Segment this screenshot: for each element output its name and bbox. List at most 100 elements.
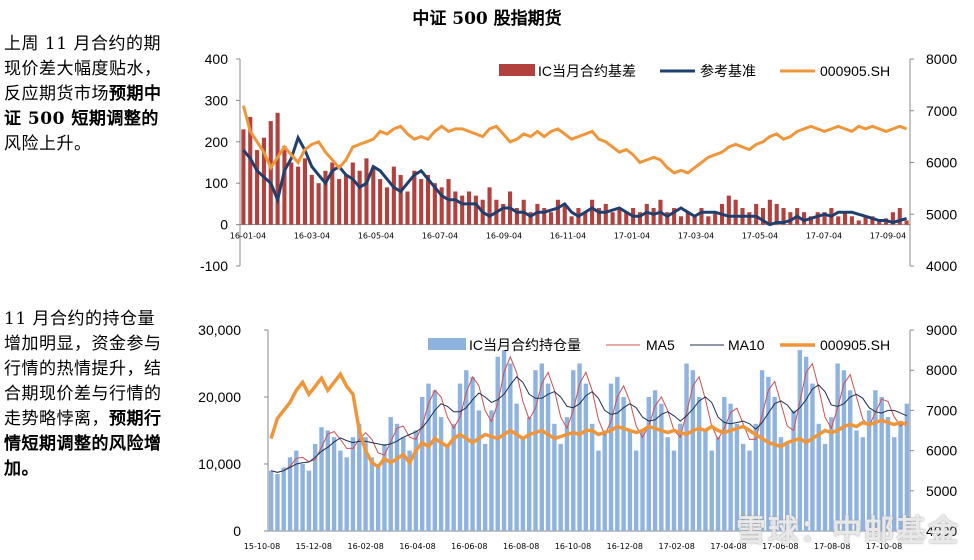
oi-bar [527, 417, 532, 531]
oi-bar [778, 437, 784, 531]
basis-bar [713, 212, 718, 225]
legend-index2-label: 000905.SH [820, 337, 890, 353]
basis-bar [337, 179, 342, 225]
basis-bar [788, 212, 793, 225]
basis-x-tick-label: 16-03-04 [294, 232, 330, 241]
basis-bar [473, 195, 478, 225]
oi-bar [615, 376, 620, 531]
oi-bar [438, 417, 444, 531]
legend-oi-label: IC当月合约持仓量 [469, 337, 581, 353]
basis-bar [357, 170, 362, 225]
basis-x-tick-label: 17-03-04 [678, 232, 714, 241]
basis-reference-line [242, 133, 908, 227]
oi-bar [338, 450, 343, 531]
oi-bar [363, 437, 368, 531]
oi-bar [652, 390, 658, 531]
basis-bar [371, 166, 376, 225]
basis-left-tick-label: 100 [205, 175, 229, 191]
oi-bar [552, 423, 557, 531]
basis-bar [665, 212, 670, 225]
basis-left-tick-label: 200 [205, 134, 229, 150]
watermark: 雪球：中邮基金 [736, 514, 960, 549]
oi-bar [810, 383, 815, 531]
oi-bar [879, 397, 884, 531]
oi-bar [860, 437, 865, 531]
oi-bar [696, 397, 702, 531]
oi-bar [281, 467, 286, 531]
oi-index-line [269, 370, 908, 470]
basis-right-tick-label: 4000 [926, 258, 957, 274]
basis-bar [384, 187, 390, 225]
oi-bar [690, 370, 696, 531]
oi-x-tick-label: 16-12-08 [607, 542, 643, 551]
oi-bar [350, 437, 356, 531]
oi-x-tick-label: 17-02-08 [659, 542, 695, 551]
oi-bar [495, 356, 500, 531]
commentary-basis: 上周 11 月合约的期现价差大幅度贴水，反应期货市场预期中证 500 短期调整的… [4, 32, 164, 157]
basis-bar [289, 162, 294, 225]
oi-bar [464, 370, 469, 531]
oi-bar [564, 417, 570, 531]
oi-bar [275, 474, 280, 531]
oi-bar [287, 457, 293, 531]
basis-bar [733, 199, 738, 225]
oi-bar [722, 397, 727, 531]
basis-bar [801, 212, 807, 225]
basis-bar [398, 174, 403, 225]
oi-right-tick-label: 6000 [926, 443, 957, 459]
oi-bar [426, 383, 431, 531]
basis-bar [487, 187, 492, 225]
basis-bar [610, 212, 615, 225]
basis-bar [535, 203, 540, 225]
basis-bar [685, 212, 690, 225]
basis-bar [760, 208, 766, 225]
oi-bar [476, 410, 482, 531]
commentary-oi-emphasis: 预期行情短期调整的风险增加。 [4, 409, 162, 479]
basis-bar [836, 216, 841, 225]
oi-right-tick-label: 4000 [926, 523, 957, 539]
basis-bar [316, 183, 321, 225]
oi-bar [508, 363, 513, 531]
oi-bar [671, 450, 677, 531]
oi-bar [785, 443, 790, 531]
basis-left-tick-label: 400 [205, 51, 229, 67]
basis-bar [637, 212, 642, 225]
basis-right-tick-label: 7000 [926, 103, 957, 119]
oi-bar [445, 443, 450, 531]
basis-x-tick-label: 16-05-04 [358, 232, 394, 241]
legend-ma5-label: MA5 [646, 337, 675, 353]
oi-bar [407, 450, 412, 531]
oi-bar [678, 423, 683, 531]
oi-bar [835, 363, 840, 531]
oi-x-tick-label: 17-06-08 [762, 542, 798, 551]
basis-bar [350, 162, 355, 225]
basis-bar [549, 212, 554, 225]
basis-bar [624, 212, 629, 225]
basis-index-line [241, 105, 908, 175]
oi-x-tick-label: 15-10-08 [244, 542, 280, 551]
commentary-basis-text: 上周 11 月合约的期现价差大幅度贴水，反应期货市场 [4, 34, 162, 104]
basis-bar [302, 158, 307, 225]
oi-bar [734, 423, 740, 531]
oi-x-tick-label: 17-10-08 [866, 542, 902, 551]
basis-bar [672, 208, 677, 225]
basis-bar [870, 216, 875, 225]
basis-bar [644, 203, 649, 225]
oi-bar [533, 370, 538, 531]
commentary-oi: 11 月合约的持仓量增加明显，资金参与行情的热情提升，结合期现价差与行情的走势略… [4, 307, 164, 482]
oi-bar [306, 470, 312, 531]
basis-x-tick-label: 17-07-04 [806, 232, 842, 241]
oi-bar [394, 423, 400, 531]
basis-bar [890, 212, 895, 225]
basis-bar [528, 212, 533, 225]
basis-bar [706, 216, 711, 225]
oi-bar [816, 423, 821, 531]
basis-bar [432, 183, 437, 225]
legend-reference-label: 参考基准 [700, 63, 756, 79]
oi-bar [545, 383, 551, 531]
basis-left-tick-label: 300 [205, 92, 229, 108]
oi-bar [514, 403, 519, 531]
oi-x-tick-label: 16-10-08 [555, 542, 591, 551]
commentary-basis-tail: 风险上升。 [4, 134, 92, 154]
oi-bar [741, 443, 746, 531]
